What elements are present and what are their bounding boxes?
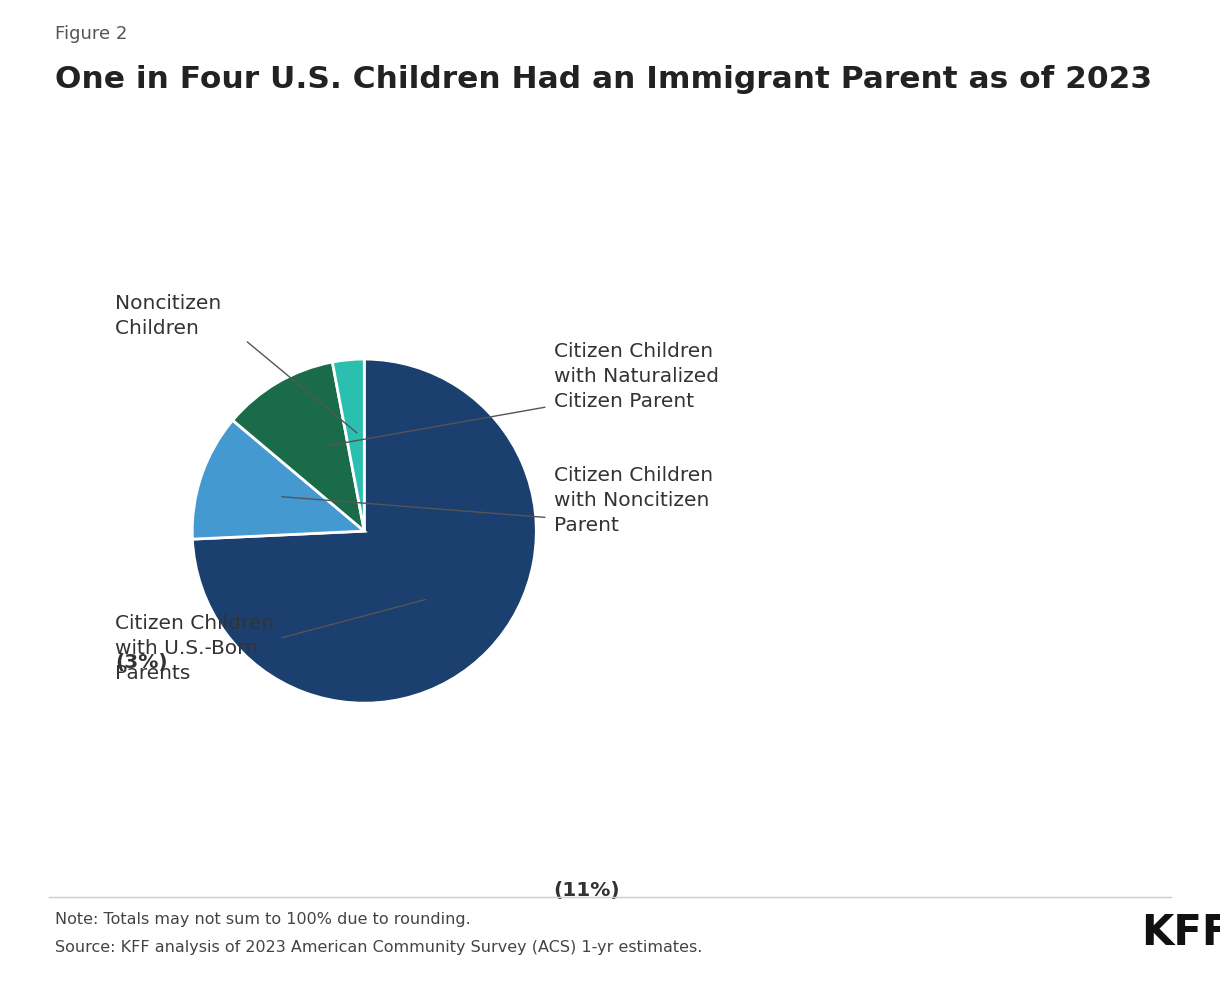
Wedge shape	[233, 362, 365, 531]
Text: Citizen Children
with Naturalized
Citizen Parent: Citizen Children with Naturalized Citize…	[554, 342, 719, 411]
Text: (11%): (11%)	[554, 881, 620, 900]
Text: Citizen Children
with U.S.-Born
Parents: Citizen Children with U.S.-Born Parents	[115, 613, 274, 683]
Text: KFF: KFF	[1141, 912, 1220, 954]
Wedge shape	[332, 359, 365, 531]
Text: One in Four U.S. Children Had an Immigrant Parent as of 2023: One in Four U.S. Children Had an Immigra…	[55, 65, 1152, 93]
Text: Citizen Children
with Noncitizen
Parent: Citizen Children with Noncitizen Parent	[554, 466, 712, 535]
Text: Figure 2: Figure 2	[55, 25, 127, 43]
Text: Noncitizen
Children: Noncitizen Children	[115, 293, 221, 338]
Wedge shape	[193, 359, 537, 703]
Text: Note: Totals may not sum to 100% due to rounding.: Note: Totals may not sum to 100% due to …	[55, 912, 471, 927]
Wedge shape	[193, 420, 365, 539]
Text: (3%): (3%)	[115, 653, 167, 672]
Text: Source: KFF analysis of 2023 American Community Survey (ACS) 1-yr estimates.: Source: KFF analysis of 2023 American Co…	[55, 940, 703, 955]
